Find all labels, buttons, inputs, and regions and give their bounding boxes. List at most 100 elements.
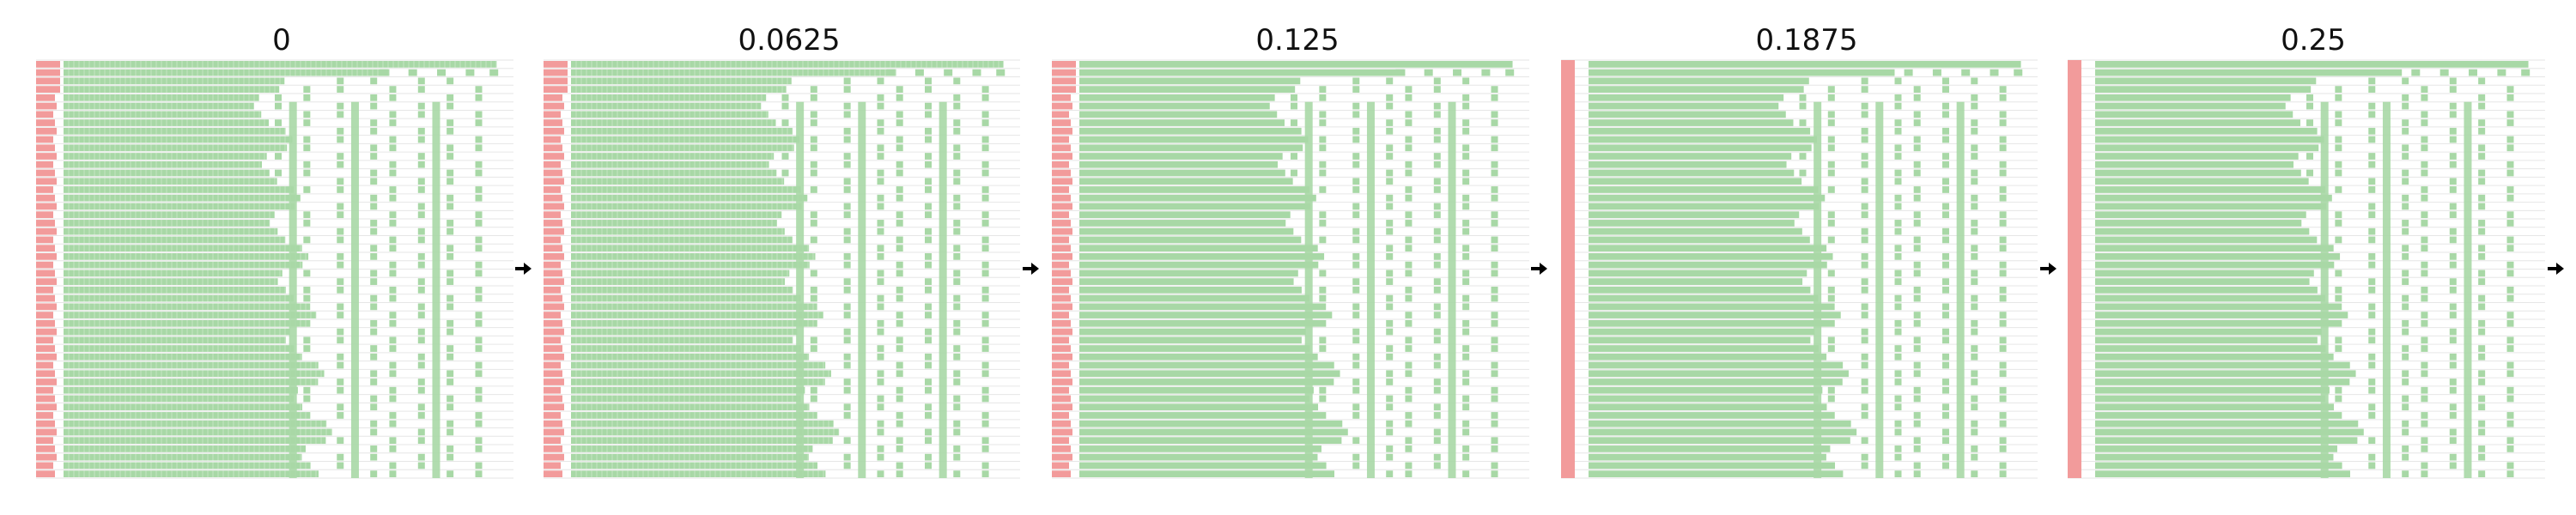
prefill-block	[36, 136, 53, 143]
decode-segment	[843, 303, 851, 311]
decode-segment	[417, 412, 425, 419]
decode-segment	[337, 453, 344, 461]
prefill-block	[36, 361, 53, 369]
decode-segment	[810, 236, 817, 244]
decode-segment	[417, 428, 425, 436]
prefill-block	[544, 395, 562, 403]
decode-segment	[810, 286, 817, 294]
decode-segment	[843, 136, 851, 143]
prefill-block	[544, 236, 561, 244]
decode-segment	[417, 236, 425, 244]
decode-segment	[389, 437, 397, 445]
decode-segment	[417, 328, 425, 336]
decode-segment	[447, 294, 454, 302]
prefill-block	[544, 453, 564, 461]
prefill-block	[544, 136, 561, 143]
decode-bar	[64, 178, 277, 185]
decode-segment	[389, 294, 397, 302]
decode-segment	[447, 345, 454, 352]
decode-segment	[981, 361, 989, 369]
prefill-block	[36, 69, 60, 76]
decode-bar	[571, 278, 786, 285]
decode-segment	[447, 270, 454, 277]
decode-segment	[896, 144, 903, 152]
prefill-block	[36, 319, 55, 327]
decode-segment	[370, 194, 378, 202]
decode-segment	[843, 286, 851, 294]
decode-segment	[843, 403, 851, 411]
decode-segment	[475, 194, 483, 202]
panel-2: 0.0625	[544, 23, 1020, 479]
decode-segment	[877, 169, 884, 177]
prefill-block	[36, 395, 55, 403]
decode-bar	[571, 403, 810, 411]
decode-segment	[337, 379, 344, 385]
prefill-block	[36, 294, 55, 302]
prefill-block	[544, 379, 564, 385]
decode-segment	[877, 395, 884, 403]
decode-segment	[370, 102, 378, 110]
decode-segment	[303, 119, 311, 126]
decode-segment	[981, 136, 989, 143]
decode-bar	[571, 294, 801, 302]
decode-segment	[389, 361, 397, 369]
decode-segment	[925, 361, 932, 369]
decode-segment	[810, 119, 817, 126]
decode-segment	[417, 186, 425, 193]
decode-segment	[389, 386, 397, 394]
decode-segment	[896, 286, 903, 294]
decode-segment	[447, 119, 454, 126]
decode-segment	[447, 102, 454, 110]
decode-segment	[981, 186, 989, 193]
decode-segment	[370, 227, 378, 235]
decode-segment	[389, 270, 397, 277]
decode-segment	[275, 169, 282, 177]
prefill-block	[544, 412, 561, 419]
decode-segment	[475, 236, 483, 244]
decode-segment	[877, 144, 884, 152]
decode-segment	[417, 253, 425, 260]
decode-bar	[571, 136, 800, 143]
prefill-block	[36, 236, 53, 244]
decode-segment	[370, 94, 378, 101]
prefill-block	[36, 111, 53, 118]
decode-bar	[571, 253, 816, 260]
decode-segment	[843, 328, 851, 336]
decode-segment	[953, 370, 961, 378]
prefill-block	[36, 86, 60, 93]
panel-2-plot	[544, 59, 1020, 479]
decode-segment	[303, 236, 311, 244]
decode-segment	[925, 379, 932, 385]
prefill-block	[36, 462, 53, 470]
decode-segment	[389, 319, 397, 327]
decode-segment	[925, 186, 932, 193]
decode-segment	[981, 144, 989, 152]
decode-segment	[337, 227, 344, 235]
decode-segment	[843, 261, 851, 269]
decode-segment	[447, 453, 454, 461]
decode-segment	[417, 361, 425, 369]
prefill-block	[544, 86, 568, 93]
decode-segment	[337, 127, 344, 135]
decode-segment	[981, 261, 989, 269]
prefill-block	[544, 445, 562, 452]
decode-segment	[810, 395, 817, 403]
decode-segment	[370, 119, 378, 126]
decode-segment	[475, 144, 483, 152]
decode-segment	[370, 353, 378, 360]
decode-segment	[981, 386, 989, 394]
decode-segment	[877, 403, 884, 411]
prefill-block	[36, 77, 60, 85]
decode-segment	[389, 136, 397, 143]
decode-segment	[925, 136, 932, 143]
decode-segment	[896, 312, 903, 318]
prefill-block	[36, 203, 57, 210]
decode-segment	[417, 403, 425, 411]
prefill-block	[544, 428, 564, 436]
decode-segment	[447, 328, 454, 336]
decode-segment	[925, 161, 932, 168]
decode-segment	[925, 77, 932, 85]
decode-segment	[896, 261, 903, 269]
decode-bar	[571, 345, 801, 352]
decode-segment	[337, 278, 344, 285]
